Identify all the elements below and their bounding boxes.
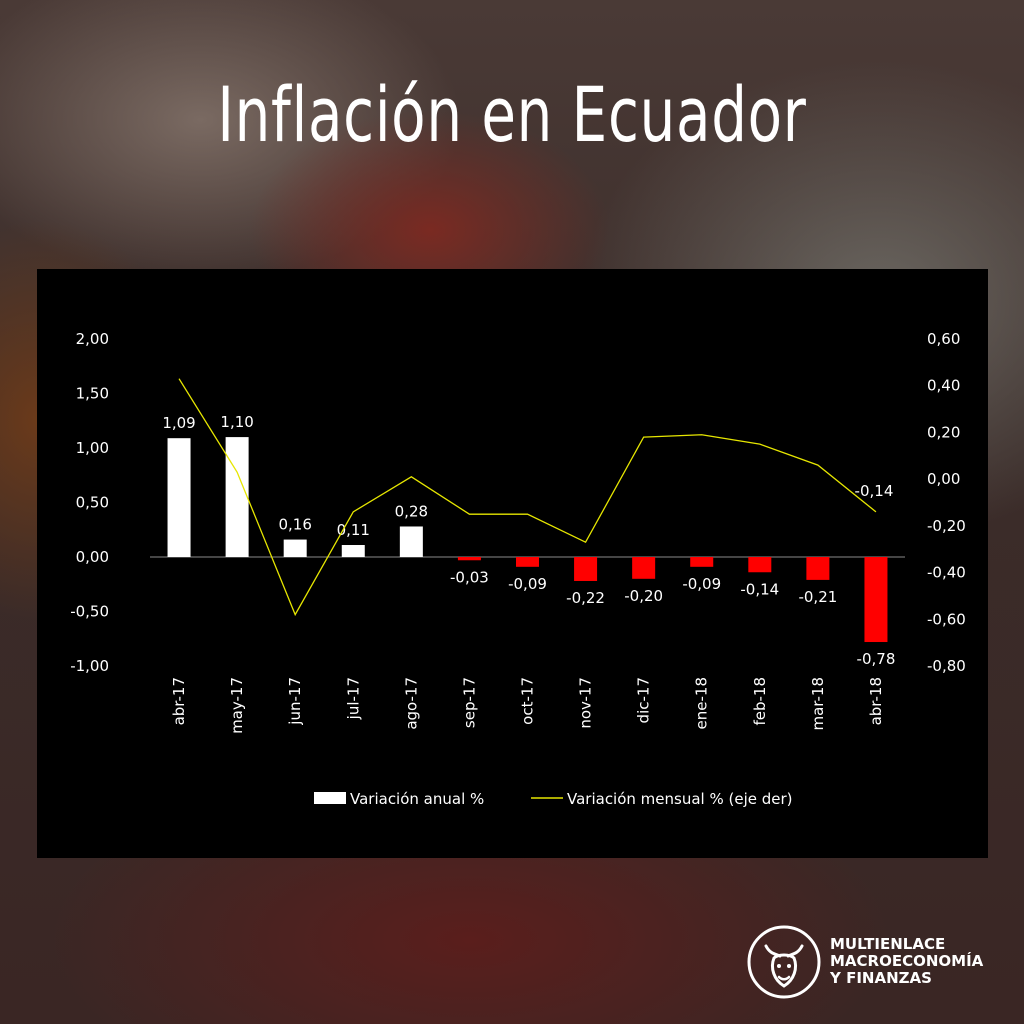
bar-data-label: 0,16 <box>278 516 311 534</box>
bar-data-label: -0,20 <box>624 587 663 605</box>
brand-line-3: Y FINANZAS <box>830 969 932 987</box>
bar <box>283 539 307 557</box>
bar <box>225 437 249 557</box>
bar <box>690 557 714 567</box>
inflation-chart: 2,00 1,50 1,00 0,50 0,00 -0,50 -1,00 0,60 0,40 0,… <box>70 330 966 808</box>
bull-head-icon <box>747 925 821 999</box>
bar <box>632 557 656 579</box>
x-tick-label: feb-18 <box>751 677 769 726</box>
x-tick-label: ene-18 <box>693 677 711 729</box>
brand-name: MULTIENLACE MACROECONOMÍA Y FINANZAS <box>830 936 983 987</box>
bar <box>457 557 481 561</box>
y-right-tick-label: -0,60 <box>927 610 966 628</box>
bar <box>864 557 888 643</box>
bar <box>574 557 598 581</box>
y-left-tick-label: 1,50 <box>76 385 109 403</box>
y-right-tick-label: 0,00 <box>927 470 960 488</box>
bar-data-label: -0,14 <box>740 580 779 598</box>
x-tick-label: dic-17 <box>635 677 653 723</box>
y-right-tick-label: -0,80 <box>927 657 966 675</box>
brand-line-2: MACROECONOMÍA <box>830 952 984 970</box>
x-tick-label: nov-17 <box>577 677 595 729</box>
y-left-tick-label: 2,00 <box>76 330 109 348</box>
bar-data-label: 1,09 <box>162 414 195 432</box>
y-left-tick-label: 0,50 <box>76 494 109 512</box>
bar <box>167 438 191 557</box>
bar <box>341 545 365 557</box>
legend-label-mensual: Variación mensual % (eje der) <box>567 790 793 808</box>
x-tick-label: abr-18 <box>867 677 885 725</box>
bar-data-label: 0,28 <box>395 502 428 520</box>
legend-swatch-bar <box>314 792 346 804</box>
bar-data-label: -0,09 <box>508 575 547 593</box>
bar <box>806 557 830 580</box>
bar <box>516 557 539 567</box>
y-right-tick-label: -0,20 <box>927 517 966 535</box>
page-title: Inflación en Ecuador <box>217 70 807 159</box>
brand-line-1: MULTIENLACE <box>830 935 946 953</box>
y-right-tick-label: 0,60 <box>927 330 960 348</box>
x-tick-label: ago-17 <box>402 677 420 730</box>
bar-data-label: -0,03 <box>450 568 489 586</box>
x-tick-label: abr-17 <box>170 677 188 725</box>
bar-data-label: 1,10 <box>220 413 253 431</box>
brand-logo: MULTIENLACE MACROECONOMÍA Y FINANZAS <box>746 924 1016 1004</box>
x-tick-label: may-17 <box>228 677 246 734</box>
bar-data-label: -0,21 <box>798 588 837 606</box>
y-left-tick-label: 0,00 <box>76 548 109 566</box>
y-right-tick-label: -0,40 <box>927 564 966 582</box>
bar-data-label: -0,78 <box>857 650 896 668</box>
bar-data-label: -0,09 <box>682 575 721 593</box>
y-right-tick-label: 0,20 <box>927 423 960 441</box>
x-tick-label: sep-17 <box>460 677 478 728</box>
bar-data-label: 0,11 <box>337 521 370 539</box>
line-data-label: -0,14 <box>855 482 894 500</box>
bar <box>748 557 772 573</box>
x-tick-label: oct-17 <box>519 677 537 725</box>
legend-label-anual: Variación anual % <box>350 790 484 808</box>
y-left-tick-label: -0,50 <box>70 603 109 621</box>
bar-data-label: -0,22 <box>566 589 605 607</box>
x-tick-label: jun-17 <box>286 677 304 726</box>
y-left-tick-label: 1,00 <box>76 439 109 457</box>
x-tick-label: mar-18 <box>809 677 827 731</box>
bar <box>399 526 423 557</box>
y-right-tick-label: 0,40 <box>927 377 960 395</box>
chart-panel: 2,00 1,50 1,00 0,50 0,00 -0,50 -1,00 0,60 0,40 0,… <box>37 269 988 858</box>
y-left-tick-label: -1,00 <box>70 657 109 675</box>
x-tick-label: jul-17 <box>344 677 362 720</box>
